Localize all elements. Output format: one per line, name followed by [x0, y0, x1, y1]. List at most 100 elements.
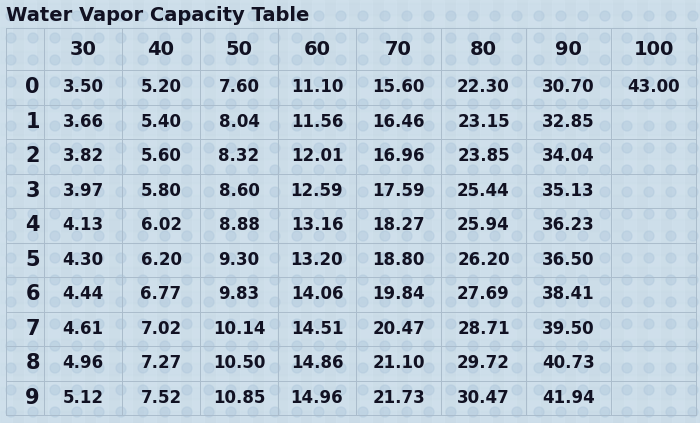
Circle shape: [622, 11, 632, 21]
Circle shape: [270, 99, 280, 109]
Circle shape: [468, 341, 478, 351]
Text: 32.85: 32.85: [542, 113, 595, 131]
Circle shape: [248, 363, 258, 373]
Circle shape: [182, 143, 192, 153]
Circle shape: [270, 231, 280, 241]
Circle shape: [644, 319, 654, 329]
Circle shape: [50, 55, 60, 65]
Circle shape: [512, 77, 522, 87]
Circle shape: [556, 341, 566, 351]
Circle shape: [622, 165, 632, 175]
Circle shape: [534, 121, 544, 131]
Circle shape: [94, 341, 104, 351]
Circle shape: [622, 209, 632, 219]
Circle shape: [160, 165, 170, 175]
Circle shape: [204, 121, 214, 131]
Circle shape: [556, 11, 566, 21]
Bar: [384, 0, 396, 423]
Bar: [0, 315, 700, 327]
Circle shape: [6, 231, 16, 241]
Circle shape: [72, 33, 82, 43]
Circle shape: [116, 209, 126, 219]
Text: 19.84: 19.84: [372, 285, 425, 303]
Circle shape: [336, 165, 346, 175]
Circle shape: [182, 341, 192, 351]
Text: 4.13: 4.13: [62, 216, 104, 234]
Circle shape: [380, 99, 390, 109]
Circle shape: [336, 319, 346, 329]
Circle shape: [336, 253, 346, 263]
Circle shape: [578, 143, 588, 153]
Circle shape: [622, 33, 632, 43]
Circle shape: [622, 143, 632, 153]
Text: 21.73: 21.73: [372, 389, 425, 407]
Circle shape: [446, 231, 456, 241]
Circle shape: [226, 121, 236, 131]
Circle shape: [182, 99, 192, 109]
Circle shape: [666, 11, 676, 21]
Text: 6: 6: [25, 284, 40, 304]
Circle shape: [94, 275, 104, 285]
Circle shape: [380, 275, 390, 285]
Circle shape: [446, 121, 456, 131]
Bar: [0, 291, 700, 303]
Text: 9.83: 9.83: [218, 285, 260, 303]
Circle shape: [380, 143, 390, 153]
Circle shape: [446, 319, 456, 329]
Bar: [0, 195, 700, 207]
Circle shape: [556, 55, 566, 65]
Circle shape: [666, 209, 676, 219]
Circle shape: [556, 33, 566, 43]
Circle shape: [226, 99, 236, 109]
Circle shape: [446, 363, 456, 373]
Circle shape: [248, 253, 258, 263]
Circle shape: [248, 275, 258, 285]
Circle shape: [380, 231, 390, 241]
Circle shape: [446, 209, 456, 219]
Circle shape: [28, 77, 38, 87]
Circle shape: [402, 341, 412, 351]
Bar: [24, 0, 36, 423]
Circle shape: [6, 11, 16, 21]
Circle shape: [50, 165, 60, 175]
Circle shape: [446, 253, 456, 263]
Circle shape: [94, 319, 104, 329]
Circle shape: [402, 187, 412, 197]
Circle shape: [204, 209, 214, 219]
Circle shape: [380, 253, 390, 263]
Bar: [456, 0, 468, 423]
Circle shape: [578, 275, 588, 285]
Circle shape: [380, 319, 390, 329]
Text: 12.59: 12.59: [290, 182, 343, 200]
Circle shape: [226, 363, 236, 373]
Text: 11.56: 11.56: [290, 113, 343, 131]
Circle shape: [468, 121, 478, 131]
Bar: [72, 0, 84, 423]
Circle shape: [578, 319, 588, 329]
Circle shape: [644, 275, 654, 285]
Bar: [672, 0, 684, 423]
Circle shape: [644, 143, 654, 153]
Circle shape: [578, 99, 588, 109]
Circle shape: [50, 363, 60, 373]
Circle shape: [424, 121, 434, 131]
Circle shape: [248, 143, 258, 153]
Circle shape: [160, 209, 170, 219]
Circle shape: [182, 407, 192, 417]
Circle shape: [578, 77, 588, 87]
Circle shape: [512, 55, 522, 65]
Circle shape: [270, 55, 280, 65]
Circle shape: [116, 253, 126, 263]
Circle shape: [534, 231, 544, 241]
Circle shape: [688, 55, 698, 65]
Circle shape: [28, 275, 38, 285]
Circle shape: [512, 363, 522, 373]
Text: 8.32: 8.32: [218, 147, 260, 165]
Circle shape: [578, 55, 588, 65]
Circle shape: [644, 341, 654, 351]
Circle shape: [512, 231, 522, 241]
Circle shape: [490, 297, 500, 307]
Circle shape: [644, 77, 654, 87]
Text: 43.00: 43.00: [627, 78, 680, 96]
Circle shape: [138, 187, 148, 197]
